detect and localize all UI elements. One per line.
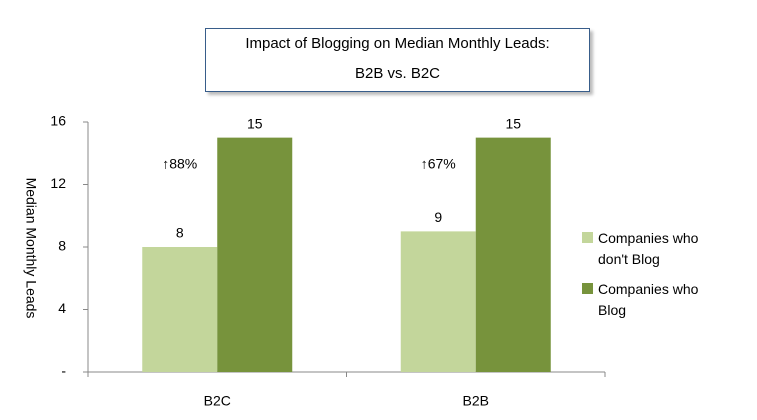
bar [400, 231, 476, 372]
chart-title: B2B vs. B2C [354, 65, 441, 82]
legend-swatch [582, 283, 593, 294]
x-tick-label: B2C [204, 393, 231, 409]
x-tick-label: B2B [463, 393, 489, 409]
bar [475, 137, 551, 372]
y-tick-label: 8 [58, 238, 66, 254]
value-label: 15 [505, 115, 521, 131]
bar [142, 247, 218, 372]
bar [217, 137, 293, 372]
legend-label: Companies who don't Blog [598, 230, 699, 267]
title-box: Impact of Blogging on Median Monthly Lea… [205, 28, 590, 92]
y-tick-label: 4 [58, 300, 66, 316]
value-label: 9 [434, 209, 442, 225]
y-tick-label: 12 [50, 175, 66, 191]
value-label: 8 [176, 225, 184, 241]
legend-swatch [582, 232, 593, 243]
y-axis-label: Median Monthly Leads [23, 178, 39, 319]
value-label: 15 [247, 115, 263, 131]
legend-label: Companies who Blog [598, 281, 699, 318]
annotation: ↑88% [162, 156, 197, 172]
y-tick-label: 16 [50, 113, 66, 129]
chart-title: Impact of Blogging on Median Monthly Lea… [245, 35, 550, 52]
annotation: ↑67% [421, 156, 456, 172]
y-tick-label: - [61, 363, 66, 379]
